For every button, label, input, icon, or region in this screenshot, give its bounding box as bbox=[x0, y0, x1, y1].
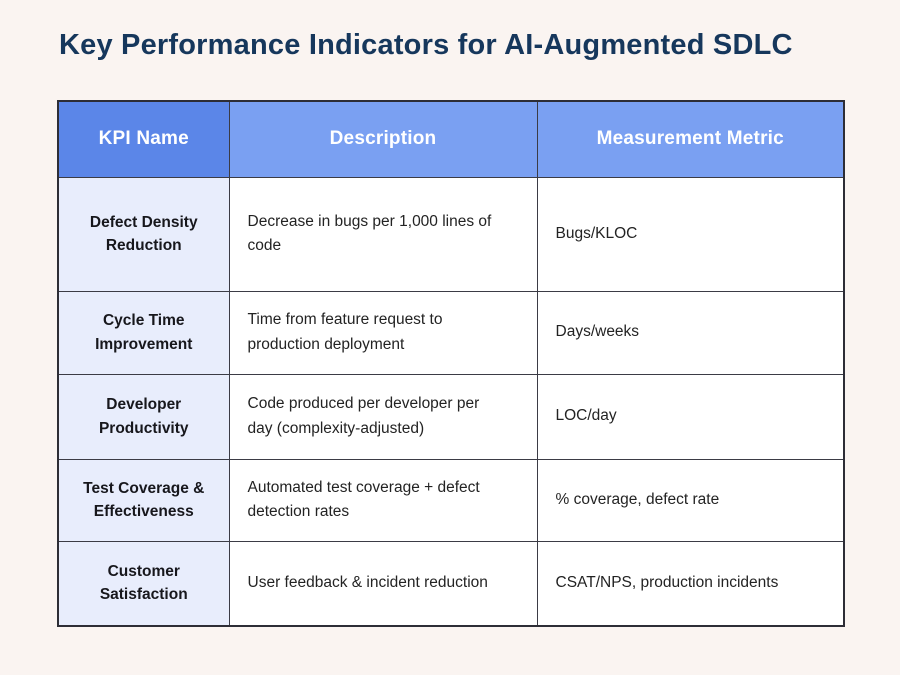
table-row: Defect Density Reduction Decrease in bug… bbox=[57, 176, 845, 292]
table-row: Developer Productivity Code produced per… bbox=[57, 373, 845, 460]
metric-cell: % coverage, defect rate bbox=[536, 458, 845, 542]
description-cell: Code produced per developer per day (com… bbox=[228, 373, 538, 460]
header-kpi-name: KPI Name bbox=[57, 100, 230, 178]
description-cell: Decrease in bugs per 1,000 lines of code bbox=[228, 176, 538, 292]
table-row: Customer Satisfaction User feedback & in… bbox=[57, 540, 845, 627]
table-row: Test Coverage & Effectiveness Automated … bbox=[57, 458, 845, 542]
header-description: Description bbox=[228, 100, 538, 178]
description-cell: User feedback & incident reduction bbox=[228, 540, 538, 627]
description-cell: Time from feature request to production … bbox=[228, 290, 538, 375]
kpi-cell: Customer Satisfaction bbox=[57, 540, 230, 627]
table-header-row: KPI Name Description Measurement Metric bbox=[57, 100, 845, 178]
header-measurement-metric: Measurement Metric bbox=[536, 100, 845, 178]
metric-cell: Bugs/KLOC bbox=[536, 176, 845, 292]
metric-cell: Days/weeks bbox=[536, 290, 845, 375]
description-cell: Automated test coverage + defect detecti… bbox=[228, 458, 538, 542]
table-row: Cycle Time Improvement Time from feature… bbox=[57, 290, 845, 375]
metric-cell: CSAT/NPS, production incidents bbox=[536, 540, 845, 627]
metric-cell: LOC/day bbox=[536, 373, 845, 460]
kpi-cell: Cycle Time Improvement bbox=[57, 290, 230, 375]
page-title: Key Performance Indicators for AI-Augmen… bbox=[59, 29, 793, 61]
kpi-cell: Test Coverage & Effectiveness bbox=[57, 458, 230, 542]
kpi-table: KPI Name Description Measurement Metric … bbox=[57, 100, 845, 627]
kpi-cell: Developer Productivity bbox=[57, 373, 230, 460]
kpi-cell: Defect Density Reduction bbox=[57, 176, 230, 292]
